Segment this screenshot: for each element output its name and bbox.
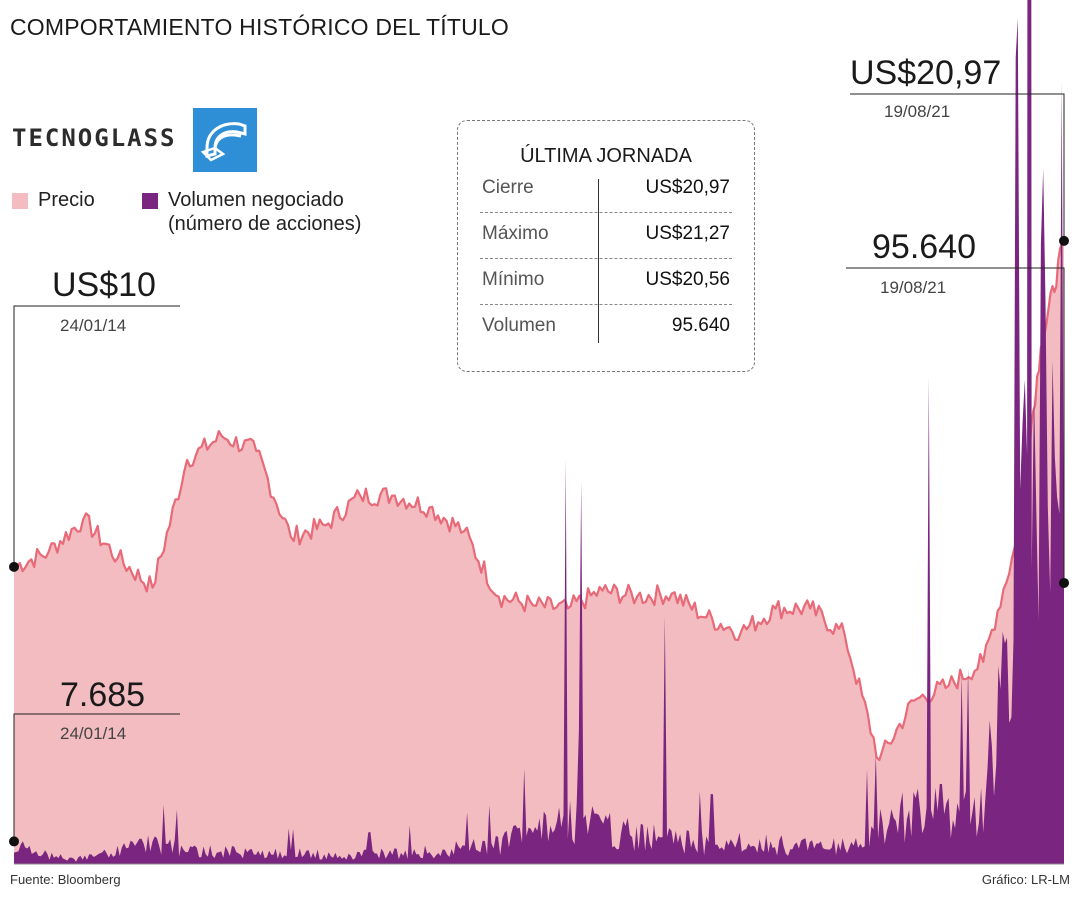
last-session-box: ÚLTIMA JORNADA Cierre US$20,97 Máximo US… xyxy=(457,120,755,372)
price-start-leader xyxy=(13,305,180,567)
volume-end-date: 19/08/21 xyxy=(880,278,947,297)
volume-start-dot xyxy=(9,836,19,847)
row-value-close: US$20,97 xyxy=(645,177,730,198)
price-area xyxy=(14,240,1064,864)
volume-swatch xyxy=(142,193,158,209)
plot-area xyxy=(13,0,1065,864)
price-start-value: US$10 xyxy=(52,266,156,304)
tecnoglass-logo-icon xyxy=(193,108,257,172)
price-start-date: 24/01/14 xyxy=(60,316,127,335)
price-swatch xyxy=(12,193,28,209)
credit-note: Gráfico: LR-LM xyxy=(981,872,1070,887)
price-line xyxy=(13,240,1065,762)
brand-wordmark: TECNOGLASS xyxy=(12,124,177,152)
volume-end-value: 95.640 xyxy=(872,228,976,266)
last-session-row: Máximo US$21,27 xyxy=(480,213,732,259)
price-end-value: US$20,97 xyxy=(850,54,1002,92)
row-value-min: US$20,56 xyxy=(645,269,730,290)
last-session-row: Cierre US$20,97 xyxy=(480,167,732,213)
brand: TECNOGLASS xyxy=(12,108,262,172)
legend-volume-sublabel: (número de acciones) xyxy=(168,213,362,235)
row-divider xyxy=(480,212,732,213)
row-label-close: Cierre xyxy=(482,177,534,198)
row-value-max: US$21,27 xyxy=(645,223,730,244)
row-divider xyxy=(480,258,732,259)
annotations xyxy=(9,93,1069,865)
volume-start-value: 7.685 xyxy=(60,676,146,714)
legend-price-label: Precio xyxy=(38,189,95,211)
price-start-dot xyxy=(9,561,19,572)
last-session-title: ÚLTIMA JORNADA xyxy=(520,145,692,167)
source-note: Fuente: Bloomberg xyxy=(10,872,121,887)
last-session-row: Volumen 95.640 xyxy=(480,305,732,351)
row-value-volume: 95.640 xyxy=(671,315,730,336)
column-divider xyxy=(598,179,599,343)
price-end-leader xyxy=(850,93,1065,241)
volume-start-leader xyxy=(13,713,180,842)
volume-start-date: 24/01/14 xyxy=(60,724,127,743)
price-end-date: 19/08/21 xyxy=(884,102,951,121)
row-label-volume: Volumen xyxy=(482,315,556,336)
volume-end-dot xyxy=(1059,577,1069,588)
row-divider xyxy=(480,304,732,305)
volume-end-leader xyxy=(846,267,1065,583)
row-label-min: Mínimo xyxy=(482,269,545,290)
page-title: COMPORTAMIENTO HISTÓRICO DEL TÍTULO xyxy=(10,14,509,40)
price-end-dot xyxy=(1059,235,1069,246)
last-session-row: Mínimo US$20,56 xyxy=(480,259,732,305)
row-label-max: Máximo xyxy=(482,223,549,244)
legend-volume-label: Volumen negociado xyxy=(168,189,344,211)
